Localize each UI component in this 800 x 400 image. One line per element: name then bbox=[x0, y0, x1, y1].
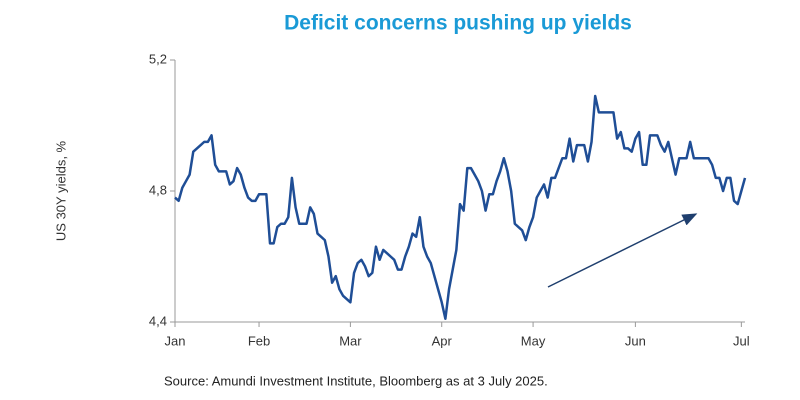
chart-title: Deficit concerns pushing up yields bbox=[284, 12, 632, 35]
x-tick-label: Jun bbox=[625, 333, 646, 348]
y-tick-label: 5,2 bbox=[149, 51, 167, 66]
y-tick-label: 4,4 bbox=[149, 313, 167, 328]
source-note: Source: Amundi Investment Institute, Blo… bbox=[164, 373, 548, 388]
trend-arrow bbox=[547, 213, 698, 288]
x-tick-label: Feb bbox=[248, 333, 270, 348]
x-tick-label: Jul bbox=[733, 333, 750, 348]
x-tick-label: Mar bbox=[339, 333, 362, 348]
x-tick-label: Jan bbox=[165, 333, 186, 348]
x-tick-label: May bbox=[521, 333, 546, 348]
y-tick-label: 4,8 bbox=[149, 182, 167, 197]
y-axis-label: US 30Y yields, % bbox=[53, 140, 68, 241]
x-tick-label: Apr bbox=[432, 333, 453, 348]
yield-line bbox=[174, 94, 747, 320]
